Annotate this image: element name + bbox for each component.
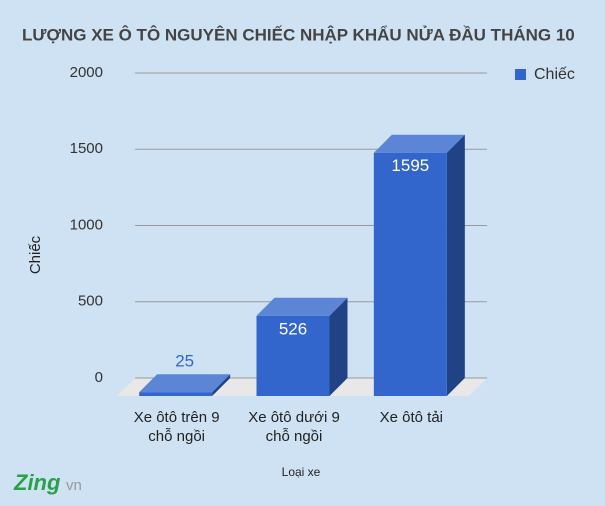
chart-title: LƯỢNG XE Ô TÔ NGUYÊN CHIẾC NHẬP KHẨU NỬA… bbox=[22, 25, 575, 44]
value-label: 1595 bbox=[391, 156, 429, 175]
bar-top bbox=[139, 374, 231, 393]
bar bbox=[139, 392, 213, 396]
value-label: 526 bbox=[279, 319, 307, 338]
bar-side bbox=[329, 297, 348, 396]
y-tick-label: 500 bbox=[78, 293, 103, 310]
legend-label: Chiếc bbox=[534, 66, 575, 83]
watermark-suffix: vn bbox=[66, 477, 82, 494]
x-tick-label: Xe ôtô tải bbox=[379, 409, 444, 426]
y-tick-label: 2000 bbox=[70, 64, 103, 81]
y-tick-label: 1500 bbox=[70, 140, 103, 157]
bar-top bbox=[256, 297, 348, 316]
x-tick-label: Xe ôtô trên 9 chỗ ngồi bbox=[133, 409, 220, 445]
y-axis-label: Chiếc bbox=[27, 235, 44, 274]
y-tick-label: 0 bbox=[95, 369, 103, 386]
y-tick-label: 1000 bbox=[70, 216, 103, 233]
bar-side bbox=[212, 374, 231, 396]
bar bbox=[256, 315, 330, 396]
bar-side bbox=[446, 134, 465, 396]
x-axis-label: Loại xe bbox=[282, 465, 321, 479]
legend-swatch bbox=[515, 69, 526, 80]
watermark-brand: Zing bbox=[13, 470, 61, 495]
value-label: 25 bbox=[175, 352, 194, 371]
bar bbox=[373, 152, 447, 396]
x-tick-label: Xe ôtô dưới 9 chỗ ngồi bbox=[248, 409, 340, 445]
bar-top bbox=[373, 134, 465, 153]
